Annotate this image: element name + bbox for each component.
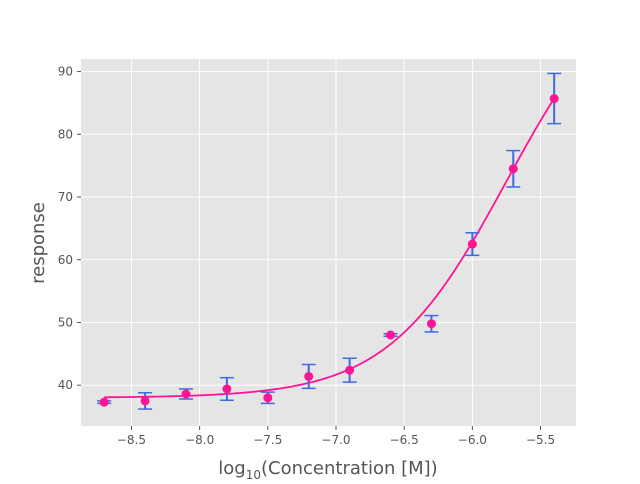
y-tick-label: 60 bbox=[58, 253, 73, 267]
data-point bbox=[222, 384, 232, 394]
x-tick-label: −7.0 bbox=[321, 433, 350, 447]
y-tick-label: 90 bbox=[58, 65, 73, 79]
data-point bbox=[549, 94, 559, 104]
data-point bbox=[386, 330, 396, 340]
fit-curve-group bbox=[104, 98, 555, 399]
y-axis: 40 50 60 70 80 90 bbox=[58, 65, 81, 392]
x-tick-label: −7.5 bbox=[253, 433, 282, 447]
y-axis-label: response bbox=[28, 202, 49, 284]
data-point bbox=[140, 396, 150, 406]
data-point bbox=[345, 365, 355, 375]
plot-background bbox=[81, 59, 576, 426]
data-point bbox=[508, 164, 518, 174]
data-point bbox=[99, 397, 109, 407]
y-tick-label: 40 bbox=[58, 378, 73, 392]
y-tick-label: 70 bbox=[58, 190, 73, 204]
x-tick-label: −8.0 bbox=[185, 433, 214, 447]
data-point bbox=[263, 393, 273, 403]
data-point bbox=[304, 371, 314, 381]
fit-curve bbox=[104, 98, 555, 399]
y-tick-label: 80 bbox=[58, 127, 73, 141]
data-point bbox=[426, 319, 436, 329]
data-point bbox=[181, 389, 191, 399]
y-tick-label: 50 bbox=[58, 315, 73, 329]
x-axis-label: log10(Concentration [M]) bbox=[218, 458, 437, 480]
data-points bbox=[99, 94, 559, 407]
x-tick-label: −6.5 bbox=[390, 433, 419, 447]
x-tick-label: −5.5 bbox=[526, 433, 555, 447]
data-point bbox=[467, 239, 477, 249]
x-tick-label: −8.5 bbox=[117, 433, 146, 447]
x-tick-label: −6.0 bbox=[458, 433, 487, 447]
x-axis: −8.5 −8.0 −7.5 −7.0 −6.5 −6.0 −5.5 bbox=[117, 426, 555, 447]
